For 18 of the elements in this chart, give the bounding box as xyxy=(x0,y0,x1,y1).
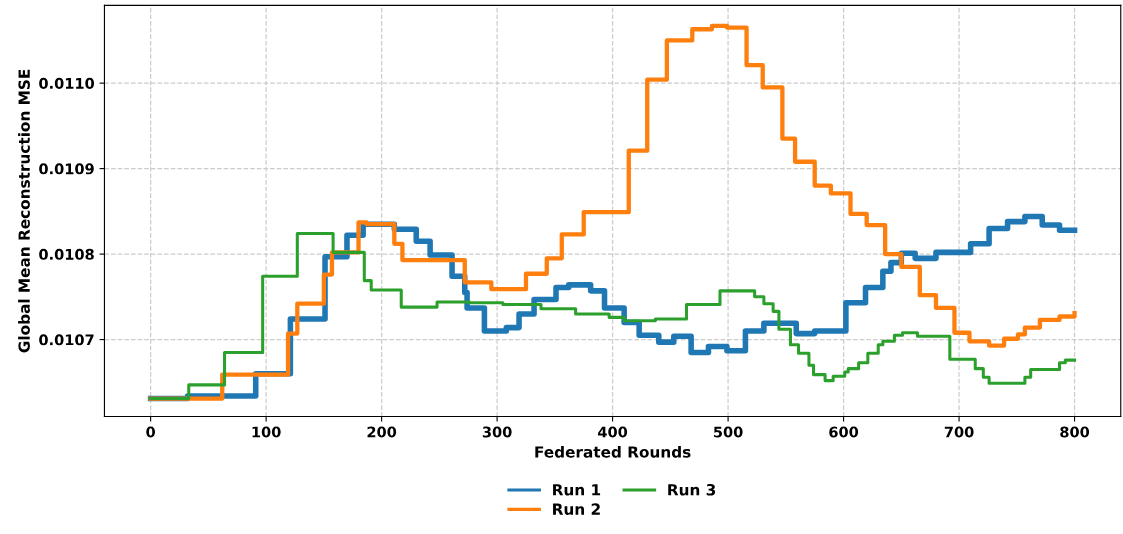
x-tick-label: 400 xyxy=(598,426,628,438)
y-tick-label: 0.0109 xyxy=(39,163,94,175)
x-tick-label: 300 xyxy=(482,426,512,438)
x-tick-label: 700 xyxy=(944,426,974,438)
legend-label: Run 2 xyxy=(553,503,600,515)
legend-label: Run 3 xyxy=(668,483,716,496)
x-tick-label: 600 xyxy=(829,426,859,438)
x-axis-title: Federated Rounds xyxy=(535,445,691,458)
y-tick-label: 0.0110 xyxy=(39,77,95,89)
x-tick-label: 100 xyxy=(252,426,281,438)
y-tick-label: 0.0108 xyxy=(39,248,94,260)
x-tick-label: 200 xyxy=(367,426,397,438)
x-tick-label: 0 xyxy=(146,426,156,438)
y-axis-title: Global Mean Reconstruction MSE xyxy=(18,69,30,353)
x-tick-label: 800 xyxy=(1060,426,1090,438)
x-tick-label: 500 xyxy=(713,426,743,438)
legend-label: Run 1 xyxy=(553,484,601,496)
y-tick-label: 0.0107 xyxy=(39,334,94,346)
